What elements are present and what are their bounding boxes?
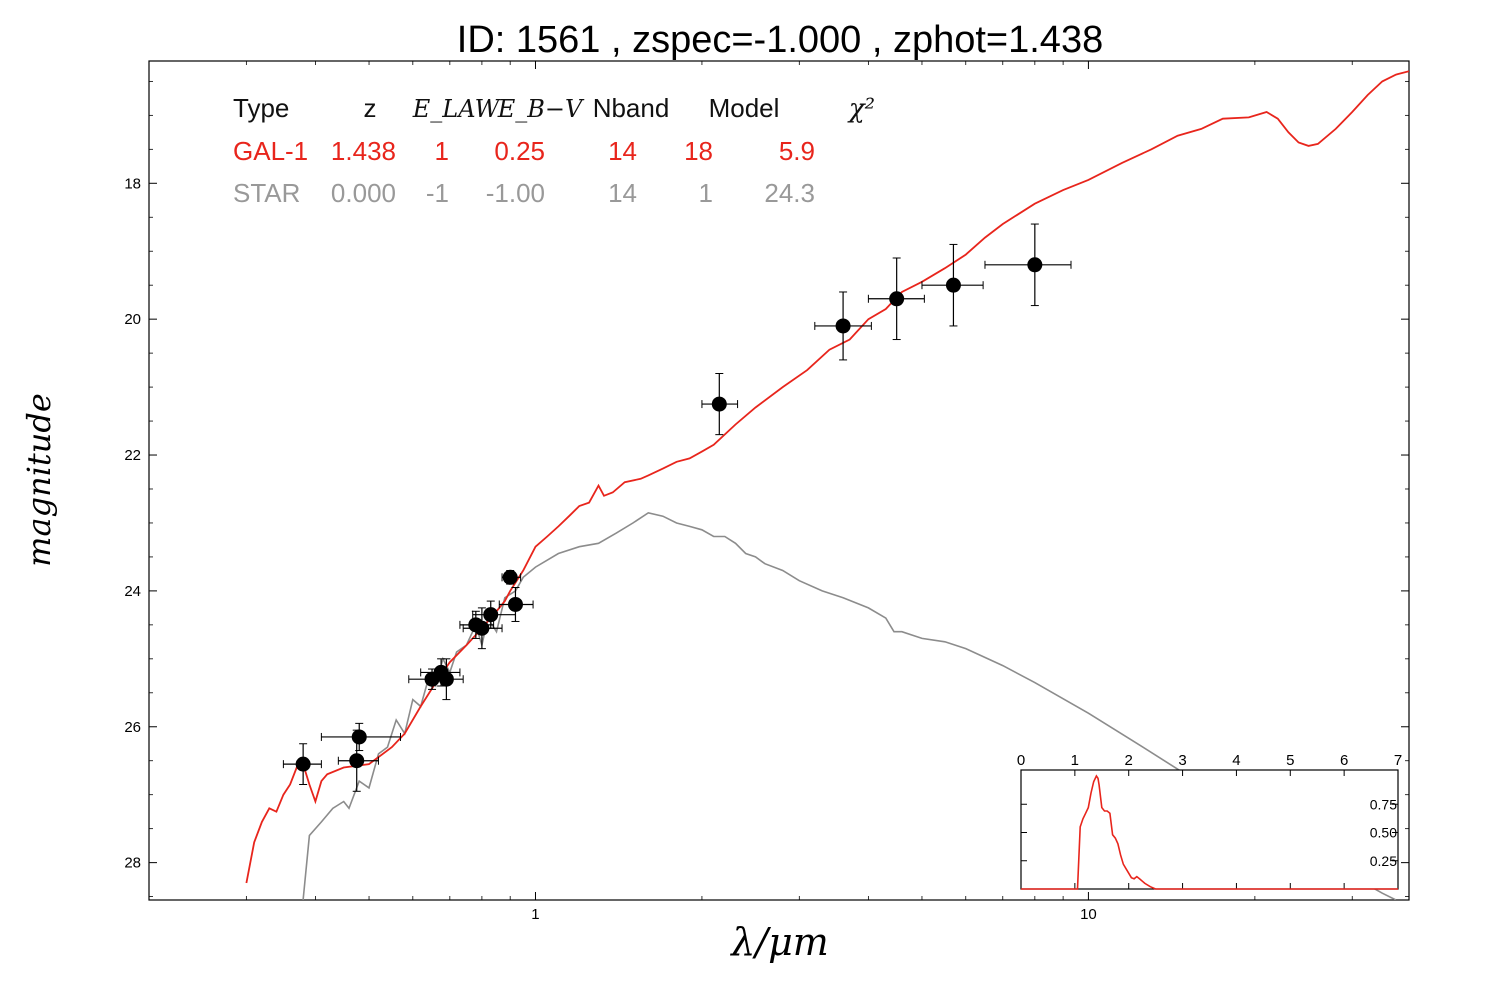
data-point-marker <box>945 277 961 293</box>
data-point <box>984 223 1072 307</box>
header-elaw: E_LAW <box>412 95 502 123</box>
info-row-star: STAR 0.000 -1 -1.00 14 1 24.3 <box>233 178 815 208</box>
data-point <box>320 722 401 752</box>
header-nband: Nband <box>593 93 670 123</box>
info-cell-model: 18 <box>684 136 713 166</box>
data-point <box>427 658 464 701</box>
data-point <box>867 257 925 341</box>
inset-y-tick-label: 0.75 <box>1370 796 1397 812</box>
inset-x-tick-label: 0 <box>1017 752 1025 769</box>
info-cell-nband: 14 <box>608 136 637 166</box>
y-tick-label: 22 <box>124 447 141 464</box>
inset-x-tick-label: 1 <box>1071 752 1079 769</box>
header-chi2: χ² <box>847 94 875 124</box>
x-tick-label: 10 <box>1080 906 1097 923</box>
y-axis-label: magnitude <box>20 393 58 567</box>
inset-x-tick-label: 4 <box>1232 752 1240 769</box>
info-cell-z: 0.000 <box>331 178 396 208</box>
inset-pdz-line <box>1021 774 1398 890</box>
data-point <box>921 243 984 327</box>
inset-y-tick-label: 0.50 <box>1370 825 1397 841</box>
plot-frame <box>148 60 1410 901</box>
inset-x-tick-label: 5 <box>1286 752 1294 769</box>
inset-x-tick-label: 3 <box>1178 752 1186 769</box>
y-tick-label: 20 <box>124 311 141 328</box>
data-point <box>501 569 522 585</box>
inset-series <box>1021 774 1398 890</box>
data-point-marker <box>474 620 490 636</box>
info-cell-law: -1 <box>426 178 449 208</box>
y-tick-label: 24 <box>124 583 141 600</box>
x-tick-label: 1 <box>531 906 539 923</box>
info-cell-model: 1 <box>699 178 713 208</box>
data-point-marker <box>349 753 365 769</box>
data-point-marker <box>483 607 499 623</box>
data-point-marker <box>295 756 311 772</box>
fit-info-table: Type z E_LAW E_B−V Nband Model χ² GAL-1 1… <box>233 93 875 208</box>
inset-x-tick-label: 7 <box>1394 752 1402 769</box>
header-model: Model <box>709 93 780 123</box>
y-tick-label: 28 <box>124 855 141 872</box>
info-cell-chi2: 24.3 <box>764 178 815 208</box>
data-point-marker <box>711 396 727 412</box>
info-cell-z: 1.438 <box>331 136 396 166</box>
x-axis-label: λ/μm <box>729 920 829 964</box>
inset-y-tick-label: 0.25 <box>1370 853 1397 869</box>
data-point-marker <box>351 729 367 745</box>
y-tick-label: 18 <box>124 175 141 192</box>
data-point-marker <box>507 596 523 612</box>
data-point-marker <box>502 569 518 585</box>
header-ebv: E_B−V <box>497 95 585 123</box>
inset-frame <box>1020 769 1399 890</box>
header-z: z <box>364 93 377 123</box>
data-point-marker <box>835 318 851 334</box>
inset-x-tick-label: 6 <box>1340 752 1348 769</box>
info-cell-law: 1 <box>435 136 449 166</box>
info-cell-name: STAR <box>233 178 300 208</box>
x-axis: 1 10 <box>148 61 1353 923</box>
data-point <box>701 373 739 436</box>
data-point <box>814 291 872 361</box>
info-header-row: Type z E_LAW E_B−V Nband Model χ² <box>233 93 875 124</box>
data-point <box>282 743 322 786</box>
y-tick-label: 26 <box>124 719 141 736</box>
chart-title: ID: 1561 , zspec=-1.000 , zphot=1.438 <box>457 19 1103 61</box>
info-cell-nband: 14 <box>608 178 637 208</box>
inset-x-tick-label: 2 <box>1125 752 1133 769</box>
data-point <box>498 586 534 622</box>
data-point-marker <box>889 291 905 307</box>
info-cell-ebv: 0.25 <box>494 136 545 166</box>
info-cell-name: GAL-1 <box>233 136 308 166</box>
info-cell-ebv: -1.00 <box>486 178 545 208</box>
data-point-marker <box>438 671 454 687</box>
series-line-star <box>302 511 1397 900</box>
series-line-gal-1 <box>245 70 1409 884</box>
photometry-points <box>282 223 1072 792</box>
info-cell-chi2: 5.9 <box>779 136 815 166</box>
series-layer <box>245 70 1409 900</box>
info-row-gal-1: GAL-1 1.438 1 0.25 14 18 5.9 <box>233 136 815 166</box>
inset-axes: 0 1 2 3 4 5 6 7 0.25 0.50 0.75 <box>1017 752 1402 889</box>
pdz-inset: 0 1 2 3 4 5 6 7 0.25 0.50 0.75 <box>1017 752 1402 890</box>
header-type: Type <box>233 93 289 123</box>
data-point-marker <box>1027 257 1043 273</box>
